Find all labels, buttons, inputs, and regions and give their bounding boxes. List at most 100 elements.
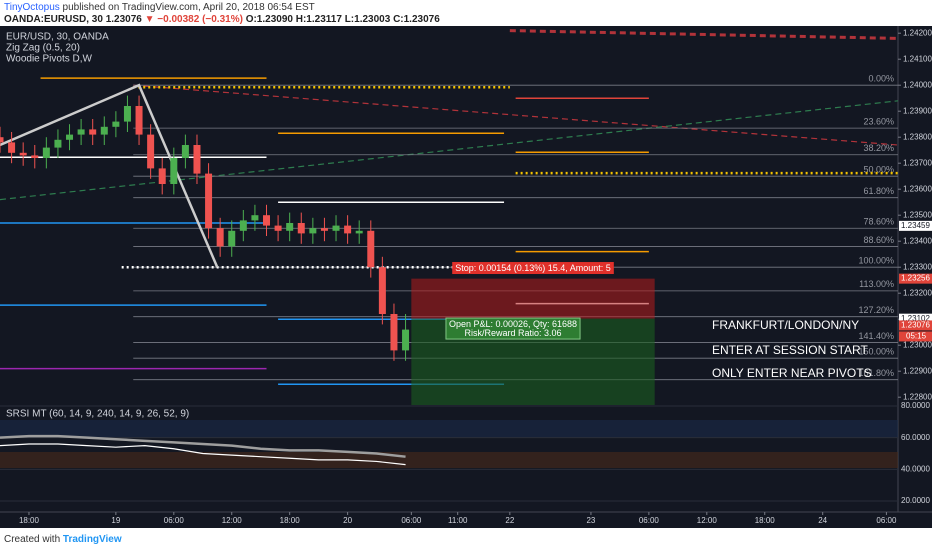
y-tick-label: 1.23800 xyxy=(903,132,932,141)
published: published on TradingView.com, April 20, … xyxy=(62,2,315,13)
x-tick-label: 06:00 xyxy=(876,516,897,525)
osc-tick-label: 80.0000 xyxy=(901,401,930,410)
y-tick-label: 1.23900 xyxy=(903,106,932,115)
price-label-bg xyxy=(899,220,932,231)
y-tick-label: 1.23400 xyxy=(903,236,932,245)
fib-label: 150.00% xyxy=(858,347,894,357)
pnl-label-bg xyxy=(445,317,581,340)
candle-body xyxy=(263,215,271,226)
annotation: ONLY ENTER NEAR PIVOTS xyxy=(712,366,872,380)
x-tick-label: 18:00 xyxy=(755,516,776,525)
fib-label: 113.00% xyxy=(859,279,894,289)
fib-label: 88.60% xyxy=(863,235,894,245)
candle-body xyxy=(251,215,259,221)
candle-body xyxy=(147,134,155,169)
high: H:1.23117 xyxy=(295,14,342,25)
y-tick-label: 1.24200 xyxy=(903,28,932,37)
candle-body xyxy=(112,121,120,127)
price-label: 1.23459 xyxy=(901,221,930,230)
header-line2: OANDA:EURUSD, 30 1.23076 ▼ −0.00382 (−0.… xyxy=(4,14,440,25)
y-tick-label: 1.22900 xyxy=(903,366,932,375)
stop-zone xyxy=(411,278,655,319)
main-pane: 0.00% 23.60% 38.20% 50.00% 61.80% 78.60% 88.60… xyxy=(0,29,898,405)
fib-label: 161.80% xyxy=(858,368,894,378)
annotation: FRANKFURT/LONDON/NY xyxy=(712,318,859,332)
y-tick-label: 1.24100 xyxy=(903,54,932,63)
header-line1: TinyOctopus published on TradingView.com… xyxy=(4,2,315,13)
candle-body xyxy=(66,134,74,140)
candle-body xyxy=(158,168,166,184)
x-tick-label: 24 xyxy=(818,516,827,525)
candle-body xyxy=(170,158,178,184)
candle-body xyxy=(274,225,282,231)
footer-created: Created with xyxy=(4,534,61,545)
osc-pane: 80.0000 60.0000 40.0000 20.0000 xyxy=(0,401,930,505)
fib-label: 50.00% xyxy=(863,165,894,175)
legend-item: Woodie Pivots D,W xyxy=(6,54,93,65)
legend-item: EUR/USD, 30, OANDA xyxy=(6,32,109,43)
candle-body xyxy=(309,228,317,234)
candle-body xyxy=(286,223,294,231)
fib-label: 100.00% xyxy=(858,256,894,266)
author[interactable]: TinyOctopus xyxy=(4,2,60,13)
countdown: 05:15 xyxy=(906,332,927,341)
candle-body xyxy=(181,145,189,158)
osc-title: SRSI MT (60, 14, 9, 240, 14, 9, 26, 52, … xyxy=(6,409,189,420)
zigzag xyxy=(0,83,219,268)
candle-body xyxy=(100,126,108,135)
fib-label: 38.20% xyxy=(863,143,894,153)
close: C:1.23076 xyxy=(393,14,440,25)
trendline xyxy=(133,84,898,146)
pnl-label: Open P&L: 0.00026, Qty: 61688 xyxy=(449,319,577,329)
candle-body xyxy=(228,230,236,247)
candle-body xyxy=(77,129,85,135)
x-tick-label: 12:00 xyxy=(697,516,718,525)
osc-tick-label: 40.0000 xyxy=(901,464,930,473)
price-label-bg xyxy=(899,320,932,331)
price-label: 1.23256 xyxy=(901,274,930,283)
candle-body xyxy=(332,225,340,231)
x-tick-label: 11:00 xyxy=(448,516,468,525)
footer-brand[interactable]: TradingView xyxy=(62,534,122,545)
candle-body xyxy=(367,230,375,268)
chart: 0.00% 23.60% 38.20% 50.00% 61.80% 78.60% 88.60… xyxy=(0,26,932,528)
x-tick-label: 06:00 xyxy=(164,516,185,525)
fib-label: 141.40% xyxy=(858,331,894,341)
price-label: 1.23076 xyxy=(901,321,930,330)
osc-tick-label: 20.0000 xyxy=(901,496,930,505)
x-tick-label: 06:00 xyxy=(401,516,422,525)
stop-label-bg xyxy=(452,262,614,275)
osc-line xyxy=(0,443,406,466)
y-tick-label: 1.23700 xyxy=(903,158,932,167)
candle-body xyxy=(205,173,213,229)
y-tick-label: 1.23500 xyxy=(903,210,932,219)
x-tick-label: 20 xyxy=(343,516,352,525)
candle-body xyxy=(8,142,16,153)
legend-item: Zig Zag (0.5, 20) xyxy=(6,43,80,54)
change: ▼ −0.00382 (−0.31%) xyxy=(144,14,243,25)
fib-label: 127.20% xyxy=(858,305,894,315)
y-tick-label: 1.23000 xyxy=(903,340,932,349)
candle-body xyxy=(344,225,352,234)
candle-body xyxy=(42,147,50,158)
x-tick-label: 12:00 xyxy=(222,516,243,525)
y-tick-label: 1.23600 xyxy=(903,184,932,193)
trendline xyxy=(0,100,898,201)
candle-body xyxy=(135,106,143,135)
footer: Created with TradingView xyxy=(4,534,122,545)
fib-label: 0.00% xyxy=(868,74,894,84)
last: 1.23076 xyxy=(105,14,142,25)
osc-band xyxy=(0,452,898,468)
candle-body xyxy=(54,139,62,148)
candle-body xyxy=(216,228,224,247)
price-label-bg xyxy=(899,273,932,284)
price-label: 1.23102 xyxy=(901,314,930,323)
x-tick-label: 22 xyxy=(505,516,514,525)
candle-body xyxy=(19,152,27,156)
candle-body xyxy=(31,155,39,158)
candle-body xyxy=(355,230,363,234)
low: L:1.23003 xyxy=(344,14,391,25)
candle-body xyxy=(123,106,131,122)
fib-label: 78.60% xyxy=(863,217,894,227)
